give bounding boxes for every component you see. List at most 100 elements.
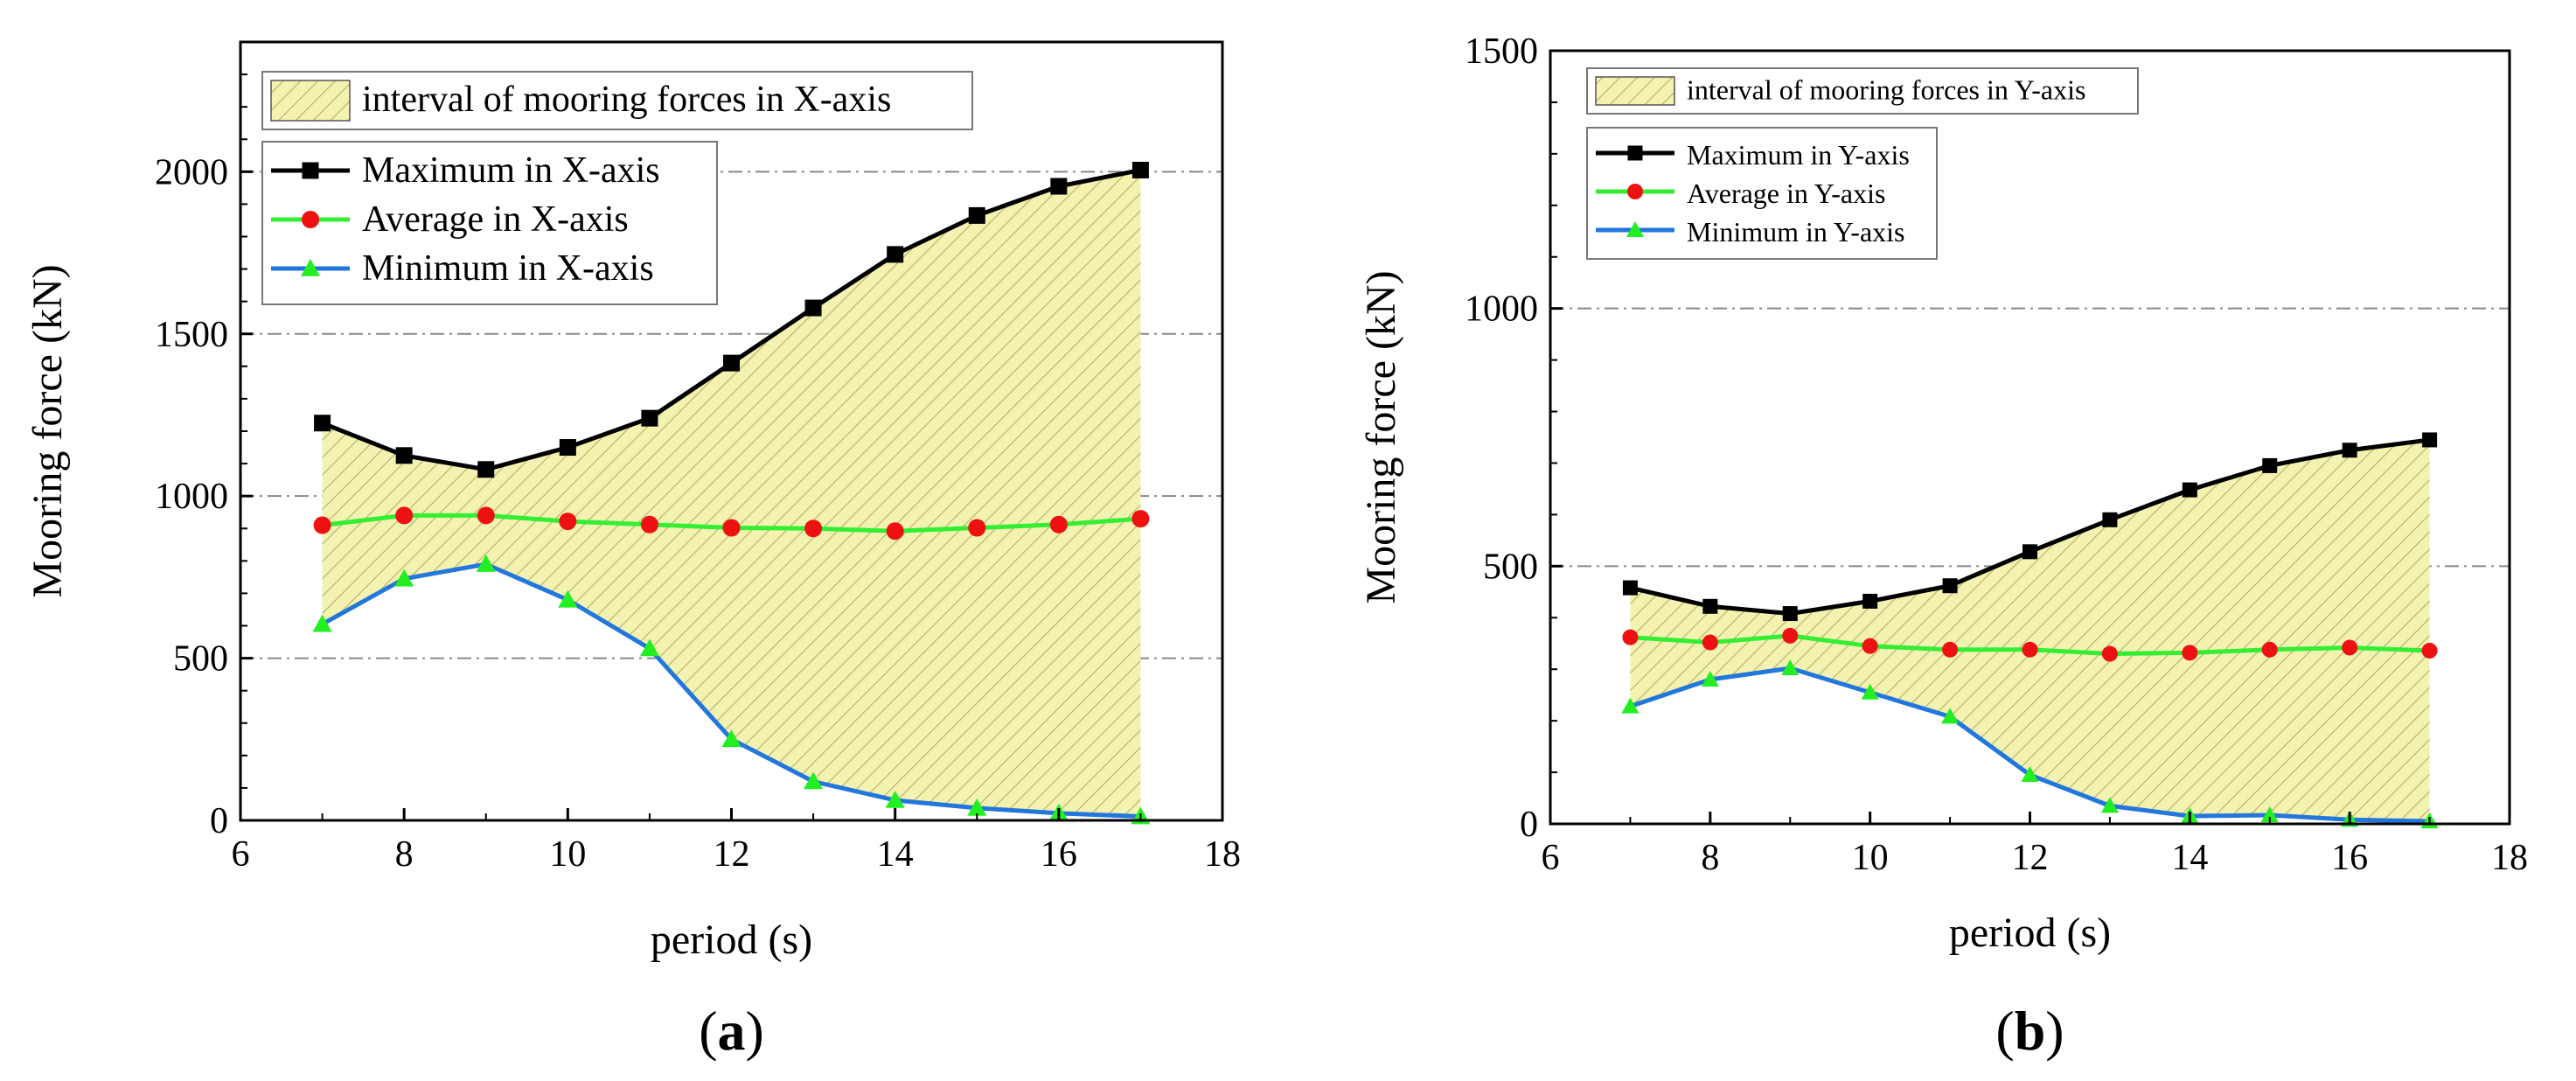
data-point-triangle [2260, 806, 2279, 822]
data-point-circle [1049, 515, 1068, 534]
data-point-triangle [1621, 697, 1640, 714]
x-tick-label: 12 [714, 834, 750, 875]
data-point-triangle [1941, 708, 1960, 724]
legend-interval-swatch [270, 80, 351, 122]
y-tick-label: 0 [210, 801, 228, 841]
y-tick-label: 1500 [155, 315, 228, 355]
data-point-square [968, 206, 985, 224]
data-point-square [314, 415, 331, 432]
legend-label-circle: Average in X-axis [362, 199, 629, 240]
y-axis-title: Mooring force (kN) [24, 264, 71, 597]
data-point-circle [1622, 629, 1639, 645]
x-tick-label: 6 [232, 834, 250, 875]
data-point-square [1862, 593, 1878, 609]
x-tick-label: 14 [877, 834, 914, 875]
data-point-circle [1702, 634, 1718, 651]
data-point-circle [2342, 639, 2358, 656]
data-point-square [1782, 606, 1798, 622]
data-point-square [559, 439, 576, 457]
x-tick-label: 6 [1542, 838, 1560, 878]
data-point-square [1050, 178, 1068, 195]
legend-interval-box [1586, 67, 2139, 115]
data-point-square [477, 461, 495, 478]
x-tick-label: 16 [2331, 838, 2368, 878]
legend-interval-label: interval of mooring forces in X-axis [362, 80, 891, 120]
data-point-triangle [394, 568, 414, 587]
data-point-square [887, 246, 904, 263]
data-point-triangle [804, 771, 824, 790]
data-point-triangle [885, 791, 905, 808]
data-point-triangle [967, 798, 987, 816]
data-point-triangle [1781, 659, 1800, 676]
x-tick-label: 18 [2491, 838, 2528, 878]
data-point-circle [722, 519, 741, 537]
data-point-triangle [639, 638, 659, 657]
legend-marker-circle [1627, 184, 1643, 199]
legend-label-square: Maximum in X-axis [362, 150, 660, 191]
panel-caption: (b) [1995, 1000, 2064, 1062]
data-point-circle [1782, 627, 1799, 644]
data-point-triangle [2100, 797, 2119, 813]
x-tick-label: 14 [2171, 838, 2208, 878]
data-point-triangle [2021, 766, 2039, 783]
data-point-triangle [1861, 683, 1879, 700]
x-tick-label: 8 [1701, 838, 1719, 878]
data-point-circle [968, 519, 986, 537]
data-point-circle [313, 516, 331, 534]
y-axis-title: Mooring force (kN) [1358, 270, 1404, 603]
y-tick-label: 0 [1520, 805, 1538, 845]
data-point-square [2342, 443, 2357, 458]
x-tick-label: 18 [1204, 834, 1241, 875]
interval-fill-area [1630, 439, 2430, 822]
data-point-triangle [1701, 670, 1719, 687]
data-point-triangle [312, 614, 332, 632]
data-point-triangle [721, 729, 741, 748]
panel-letter: a [718, 1000, 746, 1062]
data-point-square [1131, 161, 1149, 178]
data-point-square [1622, 580, 1638, 596]
x-tick-label: 16 [1041, 834, 1077, 875]
panel-caption: (a) [699, 1000, 764, 1062]
y-tick-label: 1500 [1465, 31, 1538, 72]
data-point-circle [2261, 641, 2278, 658]
data-point-circle [477, 506, 495, 525]
panel-a: 6 8 10 12 14 16 18 0 500 1000 1500 2000 period (s) Mo… [24, 40, 1241, 1062]
data-point-circle [640, 515, 658, 534]
legend-marker-triangle [301, 259, 320, 276]
data-point-square [395, 447, 413, 464]
data-point-circle [2022, 641, 2038, 658]
data-point-circle [804, 520, 823, 538]
legend-marker-square [302, 162, 319, 179]
data-point-circle [2182, 645, 2198, 661]
x-tick-label: 10 [549, 834, 586, 875]
legend-interval-box [261, 71, 973, 130]
y-tick-label: 1000 [155, 477, 228, 517]
data-point-square [2422, 432, 2438, 448]
legend-interval-swatch [1595, 76, 1675, 106]
data-point-square [2182, 482, 2197, 498]
data-point-circle [1131, 510, 1150, 528]
y-tick-label: 1000 [1465, 289, 1538, 330]
data-point-square [641, 409, 658, 427]
y-tick-label: 500 [1483, 547, 1538, 587]
data-point-circle [2101, 645, 2118, 662]
data-point-circle [886, 522, 904, 540]
data-point-circle [1942, 641, 1959, 658]
legend-marker-circle [302, 211, 319, 228]
data-point-triangle [558, 589, 578, 608]
data-point-triangle [476, 554, 496, 572]
data-point-circle [2421, 642, 2438, 659]
data-point-square [2102, 512, 2118, 527]
data-point-circle [559, 513, 577, 531]
y-tick-label: 2000 [155, 152, 228, 192]
legend-label-square: Maximum in Y-axis [1687, 139, 1910, 171]
x-axis-title: period (s) [651, 917, 812, 963]
panel-letter: b [2015, 1000, 2046, 1062]
x-tick-label: 8 [395, 834, 414, 875]
data-point-square [723, 354, 740, 372]
legend-interval-label: interval of mooring forces in Y-axis [1687, 73, 2085, 105]
legend-label-triangle: Minimum in Y-axis [1687, 216, 1904, 248]
data-point-square [804, 299, 822, 317]
data-point-square [1942, 578, 1958, 594]
